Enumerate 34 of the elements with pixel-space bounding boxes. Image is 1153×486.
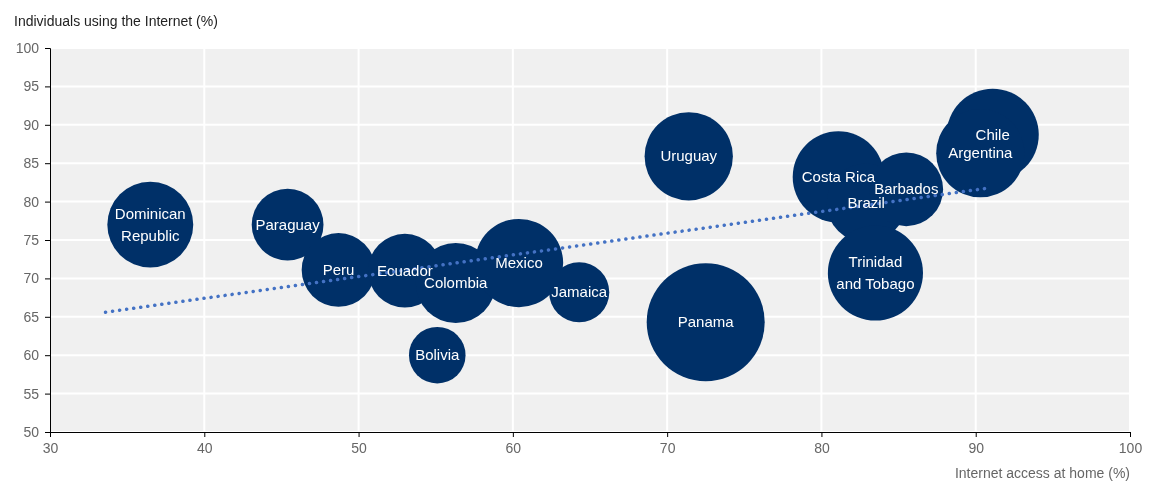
- annotation: Costa Rica: [801, 168, 876, 186]
- y-tick-label: 60: [23, 347, 40, 364]
- x-tick-label: 40: [197, 439, 213, 456]
- y-tick-label: 85: [23, 155, 40, 172]
- annotation: Uruguay: [660, 147, 718, 165]
- y-tick-label: 100: [15, 39, 40, 56]
- x-tick-label: 80: [814, 439, 830, 456]
- y-tick-label: 50: [23, 423, 40, 440]
- y-tick-label: 65: [23, 308, 40, 325]
- annotation: Bolivia: [415, 346, 461, 364]
- x-tick-label: 60: [505, 439, 522, 456]
- annotation: Jamaica: [551, 283, 608, 301]
- x-tick-label: 90: [968, 439, 985, 456]
- y-tick-label: 75: [23, 231, 40, 248]
- y-tick-label: 70: [23, 270, 40, 287]
- annotation: Mexico: [495, 254, 543, 272]
- annotation: Argentina: [948, 144, 1014, 162]
- y-tick-label: 80: [23, 193, 40, 210]
- x-tick-label: 100: [1118, 439, 1143, 456]
- y-tick-label: 95: [23, 78, 40, 95]
- annotation: Chile: [975, 125, 1010, 143]
- annotation: Panama: [677, 313, 735, 331]
- x-axis-title: Internet access at home (%): [954, 465, 1130, 481]
- annotation: Ecuador: [376, 261, 433, 279]
- annotation: Paraguay: [255, 215, 321, 233]
- x-tick-label: 50: [351, 439, 368, 456]
- annotation: Trinidad and Tobago: [836, 253, 915, 293]
- y-tick-label: 90: [23, 116, 40, 133]
- annotation: Peru: [322, 260, 355, 278]
- annotation: Dominican Republic: [114, 204, 186, 244]
- y-tick-label: 55: [23, 385, 40, 402]
- x-tick-label: 70: [659, 439, 676, 456]
- y-axis-title: Individuals using the Internet (%): [14, 13, 218, 29]
- x-tick-label: 30: [42, 439, 59, 456]
